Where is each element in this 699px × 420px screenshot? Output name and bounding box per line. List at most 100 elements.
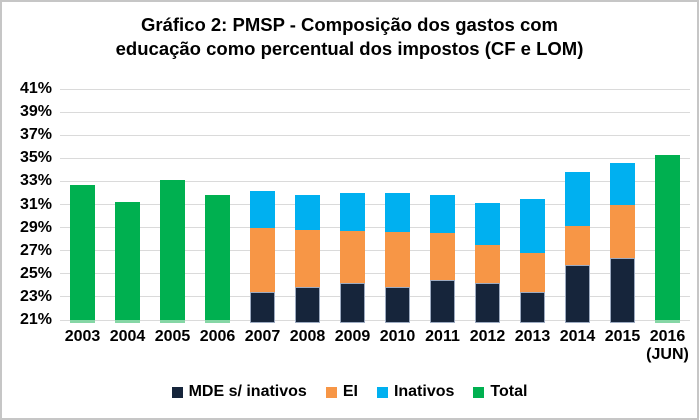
x-axis: 2003 2004 2005 2006 2007 2008 2009 2010 2011 2012…	[60, 328, 690, 368]
y-axis-label-25: 25%	[19, 264, 52, 282]
bar-total-2005	[160, 180, 185, 323]
x-axis-label-2012: 2012	[465, 328, 510, 346]
x-axis-label-2008: 2008	[285, 328, 330, 346]
legend-swatch-ei	[325, 386, 337, 398]
plot-area	[60, 88, 690, 323]
bar-segment-inativos-2013	[520, 198, 545, 254]
chart-title-line-2: educação como percentual dos impostos (C…	[115, 38, 584, 59]
gridline-39	[60, 111, 690, 113]
y-axis-label-35: 35%	[19, 149, 52, 167]
gridline-33	[60, 180, 690, 182]
bar-segment-mde-2009	[340, 283, 365, 323]
legend-swatch-inativos	[376, 386, 388, 398]
x-axis-label-2014: 2014	[555, 328, 600, 346]
x-axis-label-2015: 2015	[600, 328, 645, 346]
x-axis-label-2005: 2005	[150, 328, 195, 346]
x-axis-label-year: 2016	[649, 328, 686, 345]
x-axis-label-2011: 2011	[420, 328, 465, 346]
chart-title: Gráfico 2: PMSP - Composição dos gastos …	[2, 13, 697, 61]
x-axis-label-2016: 2016 (JUN)	[645, 328, 690, 364]
x-axis-label-2010: 2010	[375, 328, 420, 346]
y-axis-label-27: 27%	[19, 241, 52, 259]
y-axis-label-21: 21%	[19, 311, 52, 328]
bar-segment-inativos-2010	[385, 192, 410, 233]
x-axis-label-year: 2008	[289, 328, 326, 345]
gridline-23	[60, 296, 690, 298]
legend-item-ei: EI	[325, 383, 358, 401]
x-axis-label-year: 2014	[559, 328, 596, 345]
bar-segment-mde-2014	[565, 264, 590, 323]
bar-segment-inativos-2012	[475, 203, 500, 245]
legend-label-total: Total	[490, 383, 528, 400]
x-axis-label-year: 2005	[154, 328, 191, 345]
legend-swatch-mde_s_inativos	[171, 386, 183, 398]
bar-segment-inativos-2011	[430, 195, 455, 234]
bar-segment-ei-2008	[295, 229, 320, 287]
bar-segment-mde-2007	[250, 292, 275, 323]
gridline-35	[60, 157, 690, 159]
y-axis-label-31: 31%	[19, 195, 52, 213]
bar-segment-mde-2015	[610, 257, 635, 323]
bar-segment-ei-2009	[340, 231, 365, 284]
x-axis-label-2009: 2009	[330, 328, 375, 346]
x-axis-label-year: 2015	[604, 328, 641, 345]
x-axis-label-2013: 2013	[510, 328, 555, 346]
bar-segment-ei-2014	[565, 226, 590, 265]
bar-segment-ei-2010	[385, 232, 410, 287]
bar-segment-mde-2013	[520, 292, 545, 323]
y-axis-label-33: 33%	[19, 172, 52, 190]
x-axis-label-year: 2006	[199, 328, 236, 345]
bar-segment-ei-2007	[250, 227, 275, 293]
bar-segment-mde-2012	[475, 283, 500, 323]
x-axis-label-year: 2004	[109, 328, 146, 345]
bar-segment-inativos-2008	[295, 195, 320, 230]
bar-segment-inativos-2015	[610, 162, 635, 205]
x-axis-label-2007: 2007	[240, 328, 285, 346]
x-axis-label-year: 2010	[379, 328, 416, 345]
gridline-21	[60, 319, 690, 321]
bar-segment-mde-2011	[430, 279, 455, 323]
x-axis-label-year: 2011	[425, 328, 460, 345]
gridline-37	[60, 134, 690, 136]
legend-label-ei: EI	[342, 383, 358, 400]
gridline-41	[60, 88, 690, 90]
x-axis-label-2004: 2004	[105, 328, 150, 346]
gridline-25	[60, 273, 690, 275]
x-axis-label-year: 2003	[64, 328, 101, 345]
y-axis-label-39: 39%	[19, 103, 52, 121]
legend-swatch-total	[473, 386, 485, 398]
x-axis-label-year: 2009	[334, 328, 371, 345]
bar-segment-ei-2011	[430, 233, 455, 280]
y-axis-label-29: 29%	[19, 218, 52, 236]
bar-total-2016	[655, 154, 680, 323]
legend-item-mde_s_inativos: MDE s/ inativos	[171, 383, 307, 401]
x-axis-label-year: 2013	[514, 328, 551, 345]
gridline-31	[60, 204, 690, 205]
legend-item-total: Total	[473, 383, 527, 401]
bar-segment-inativos-2009	[340, 192, 365, 232]
gridline-27	[60, 250, 690, 252]
x-axis-label-year: 2007	[244, 328, 281, 345]
bar-total-2006	[205, 195, 230, 323]
y-axis-label-41: 41%	[19, 80, 52, 97]
legend-label-mde_s_inativos: MDE s/ inativos	[188, 383, 307, 400]
x-axis-label-2003: 2003	[60, 328, 105, 346]
bar-segment-inativos-2007	[250, 190, 275, 228]
x-axis-label-2006: 2006	[195, 328, 240, 346]
y-axis: 21% 23% 25% 27% 29% 31% 33% 35% 37% 39% 41%	[2, 80, 52, 328]
bar-total-2004	[115, 202, 140, 323]
bar-segment-mde-2008	[295, 286, 320, 323]
y-axis-label-23: 23%	[19, 287, 52, 305]
legend-label-inativos: Inativos	[393, 383, 455, 400]
y-axis-label-37: 37%	[19, 126, 52, 144]
x-axis-label-year: 2012	[469, 328, 506, 345]
x-axis-sublabel: (JUN)	[646, 346, 689, 363]
bar-segment-mde-2010	[385, 286, 410, 323]
bar-total-2003	[70, 184, 95, 323]
chart-title-line-1: Gráfico 2: PMSP - Composição dos gastos …	[140, 14, 559, 35]
bar-segment-ei-2012	[475, 244, 500, 284]
legend-item-inativos: Inativos	[376, 383, 455, 401]
gridline-29	[60, 227, 690, 229]
bar-segment-inativos-2014	[565, 172, 590, 227]
